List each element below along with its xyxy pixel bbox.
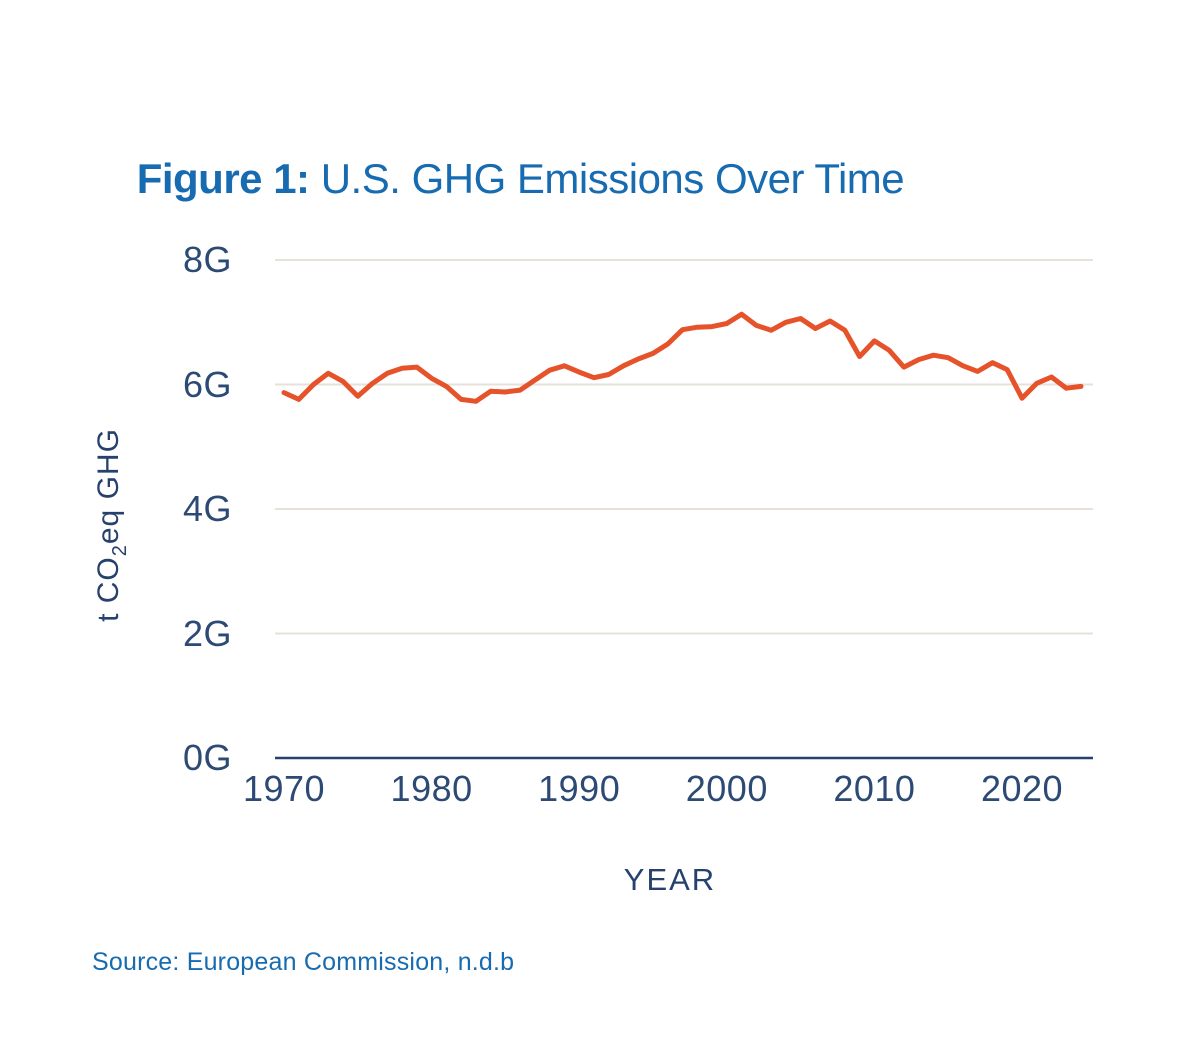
y-axis-title: t CO2eq GHG xyxy=(92,428,132,622)
y-tick-label-6G: 6G xyxy=(182,363,232,405)
y-tick-label-8G: 8G xyxy=(182,239,232,280)
x-tick-label-2000: 2000 xyxy=(685,768,768,809)
y-tick-label-4G: 4G xyxy=(182,488,232,529)
figure-title: Figure 1: U.S. GHG Emissions Over Time xyxy=(92,110,905,249)
source-text: Source: European Commission, n.d.b xyxy=(92,948,515,976)
emissions-line-series xyxy=(281,311,1084,404)
x-tick-label-1990: 1990 xyxy=(538,768,621,809)
x-tick-label-2020: 2020 xyxy=(980,768,1064,809)
y-axis-title-post: eq GHG xyxy=(92,428,125,545)
figure-title-prefix: Figure 1: xyxy=(136,155,310,203)
x-tick-label-1970: 1970 xyxy=(242,768,326,809)
y-axis-title-subscript: 2 xyxy=(109,544,131,557)
y-axis-title-pre: t CO xyxy=(92,556,125,622)
figure-title-text: U.S. GHG Emissions Over Time xyxy=(309,155,905,203)
y-tick-label-2G: 2G xyxy=(182,612,232,654)
x-tick-label-1980: 1980 xyxy=(390,768,473,809)
y-tick-label-0G: 0G xyxy=(182,737,232,778)
x-axis-title: YEAR xyxy=(623,862,717,897)
x-tick-label-2010: 2010 xyxy=(833,768,916,809)
